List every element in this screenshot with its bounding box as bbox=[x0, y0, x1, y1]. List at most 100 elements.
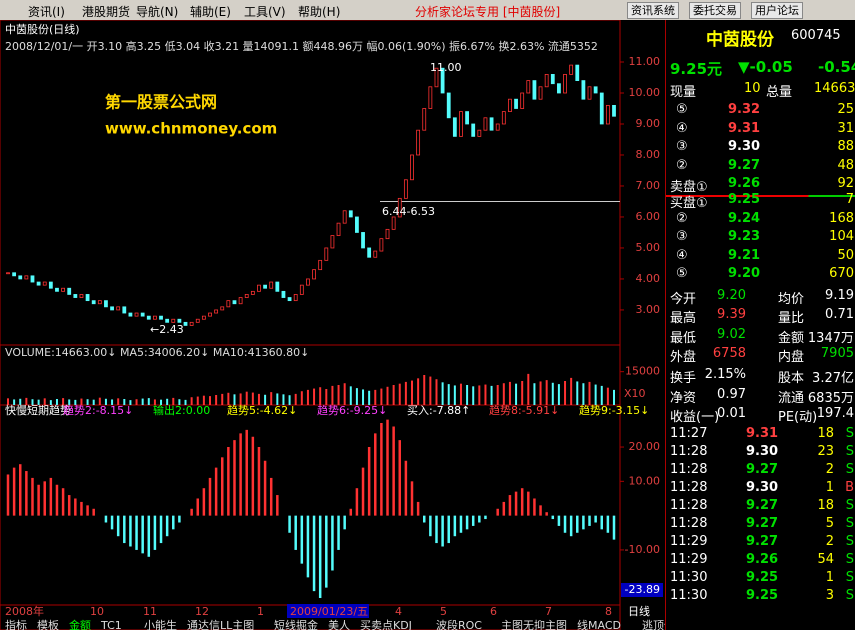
tab[interactable]: 短线掘金 bbox=[274, 618, 318, 630]
candle bbox=[391, 216, 396, 230]
date-highlight bbox=[287, 604, 369, 618]
candle bbox=[12, 272, 17, 277]
stat-cell: 0.01 bbox=[717, 405, 746, 421]
candle bbox=[440, 67, 445, 94]
tick-side: S bbox=[845, 426, 854, 441]
candle bbox=[587, 86, 592, 100]
candle bbox=[48, 281, 53, 289]
tab[interactable]: 买卖点KDJ bbox=[360, 619, 412, 630]
menu-item[interactable]: 工具(V) bbox=[244, 5, 286, 19]
menu-item[interactable]: 资讯(I) bbox=[28, 5, 65, 19]
osc-header: 趋势8:-5.91↓ bbox=[489, 404, 559, 417]
frame bbox=[0, 20, 621, 630]
candle bbox=[397, 197, 402, 218]
tick-side: B bbox=[845, 480, 854, 495]
menu-button[interactable]: 用户论坛 bbox=[751, 2, 803, 19]
level-volume: 670 bbox=[829, 266, 854, 281]
candle bbox=[471, 123, 476, 137]
candle bbox=[287, 297, 292, 302]
candle bbox=[85, 294, 90, 302]
stat-cell: 今开 bbox=[670, 292, 697, 307]
candle bbox=[557, 83, 561, 94]
candle bbox=[232, 300, 237, 305]
last-box bbox=[621, 583, 663, 597]
candle bbox=[434, 67, 439, 88]
date-label: 7 bbox=[545, 605, 552, 618]
level-volume: 7 bbox=[845, 192, 854, 207]
candle bbox=[563, 74, 567, 94]
tab[interactable]: 波段ROC bbox=[436, 618, 482, 630]
level-volume: 48 bbox=[837, 157, 854, 173]
menu-item[interactable]: 辅助(E) bbox=[190, 5, 231, 19]
level-label: 卖盘① bbox=[670, 180, 708, 195]
candle bbox=[18, 275, 23, 280]
candle bbox=[116, 306, 121, 311]
level-price: 9.27 bbox=[728, 157, 761, 173]
candle bbox=[459, 111, 463, 137]
candle bbox=[269, 281, 274, 289]
level-price: 9.25 bbox=[728, 192, 761, 207]
last-price: 9.25元 bbox=[670, 60, 723, 78]
chart-title: 中茵股份(日线) bbox=[5, 22, 80, 36]
candle bbox=[293, 294, 298, 302]
candle bbox=[532, 80, 537, 100]
tab[interactable]: 指标 bbox=[5, 618, 27, 630]
tick-volume: 2 bbox=[825, 462, 834, 477]
candle bbox=[544, 74, 549, 88]
candle bbox=[312, 269, 316, 280]
stat-cell: 9.39 bbox=[717, 307, 746, 323]
candle bbox=[159, 315, 163, 320]
date-label: 6 bbox=[490, 605, 497, 618]
menu-button[interactable]: 委托交易 bbox=[689, 2, 741, 19]
stat-cell: 9.19 bbox=[825, 288, 854, 303]
candle bbox=[342, 210, 347, 224]
tab[interactable]: 线MACD bbox=[577, 618, 621, 630]
tick-price: 9.26 bbox=[746, 552, 779, 567]
tick-price: 9.27 bbox=[746, 462, 779, 477]
menu-item[interactable]: 港股期货 bbox=[82, 5, 131, 19]
volume-unit: X10 bbox=[624, 387, 646, 400]
level-volume: 88 bbox=[837, 139, 854, 154]
tab[interactable]: 逃顶信号 bbox=[642, 619, 665, 630]
tab[interactable]: 金额 bbox=[69, 618, 91, 630]
y-tick-label: 9.00 bbox=[636, 117, 661, 130]
tab[interactable]: 通达信LL主图 bbox=[187, 619, 254, 630]
menu-button[interactable]: 资讯系统 bbox=[627, 2, 679, 19]
tick-time: 11:29 bbox=[670, 552, 708, 567]
tick-volume: 5 bbox=[825, 516, 834, 531]
y-tick-label: 10.00 bbox=[629, 474, 661, 487]
level-label: ③ bbox=[676, 139, 688, 154]
tick-time: 11:27 bbox=[670, 426, 708, 441]
candle bbox=[526, 80, 531, 94]
tab[interactable]: 模板 bbox=[37, 618, 59, 630]
tick-side: S bbox=[845, 462, 854, 477]
candle bbox=[306, 278, 310, 286]
chart-area: 中茵股份(日线) 2008/12/01/一 开3.10 高3.25 低3.04 收… bbox=[0, 20, 665, 630]
level-price: 9.20 bbox=[728, 266, 761, 281]
tab[interactable]: 美人 bbox=[328, 619, 350, 630]
date-label: 11 bbox=[143, 605, 157, 618]
candle bbox=[593, 86, 598, 94]
banner: 分析家论坛专用 [中茵股份] bbox=[415, 5, 561, 19]
candle bbox=[250, 290, 255, 295]
y-tick-label: -10.00 bbox=[625, 543, 660, 556]
tick-time: 11:28 bbox=[670, 498, 708, 513]
candle bbox=[403, 179, 408, 199]
stat-cell: 股本 bbox=[778, 371, 805, 387]
y-tick-label: 11.00 bbox=[629, 55, 661, 68]
tab[interactable]: 小能生 bbox=[144, 618, 177, 630]
candle bbox=[575, 64, 580, 81]
stat-cell: 收益(一) bbox=[670, 409, 720, 425]
menu-item[interactable]: 导航(N) bbox=[136, 5, 179, 19]
candle bbox=[538, 86, 543, 100]
menu-item[interactable]: 帮助(H) bbox=[298, 5, 341, 19]
tick-price: 9.25 bbox=[746, 588, 779, 603]
candle bbox=[361, 232, 365, 249]
tab[interactable]: 主图无抑主图 bbox=[501, 618, 567, 630]
level-price: 9.23 bbox=[728, 229, 761, 244]
tick-volume: 2 bbox=[825, 534, 834, 549]
candle bbox=[257, 284, 261, 292]
tab[interactable]: TC1 bbox=[100, 619, 122, 630]
candle bbox=[489, 117, 494, 131]
stock-code: 600745 bbox=[791, 28, 841, 43]
